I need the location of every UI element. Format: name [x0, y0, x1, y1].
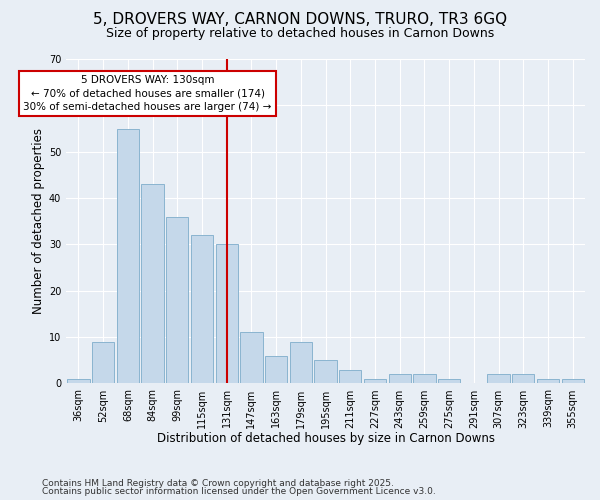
Bar [314, 360, 337, 384]
Bar [265, 356, 287, 384]
Bar [241, 332, 263, 384]
Y-axis label: Number of detached properties: Number of detached properties [32, 128, 45, 314]
Bar [67, 379, 89, 384]
Text: 5 DROVERS WAY: 130sqm
← 70% of detached houses are smaller (174)
30% of semi-det: 5 DROVERS WAY: 130sqm ← 70% of detached … [23, 75, 272, 112]
Text: 5, DROVERS WAY, CARNON DOWNS, TRURO, TR3 6GQ: 5, DROVERS WAY, CARNON DOWNS, TRURO, TR3… [93, 12, 507, 28]
Bar [215, 244, 238, 384]
Bar [117, 128, 139, 384]
Bar [166, 216, 188, 384]
X-axis label: Distribution of detached houses by size in Carnon Downs: Distribution of detached houses by size … [157, 432, 494, 445]
Bar [364, 379, 386, 384]
Bar [413, 374, 436, 384]
Bar [339, 370, 361, 384]
Bar [487, 374, 509, 384]
Bar [142, 184, 164, 384]
Text: Contains HM Land Registry data © Crown copyright and database right 2025.: Contains HM Land Registry data © Crown c… [42, 478, 394, 488]
Bar [512, 374, 535, 384]
Bar [389, 374, 411, 384]
Text: Contains public sector information licensed under the Open Government Licence v3: Contains public sector information licen… [42, 487, 436, 496]
Bar [562, 379, 584, 384]
Bar [92, 342, 114, 384]
Bar [537, 379, 559, 384]
Text: Size of property relative to detached houses in Carnon Downs: Size of property relative to detached ho… [106, 28, 494, 40]
Bar [290, 342, 312, 384]
Bar [191, 235, 213, 384]
Bar [438, 379, 460, 384]
